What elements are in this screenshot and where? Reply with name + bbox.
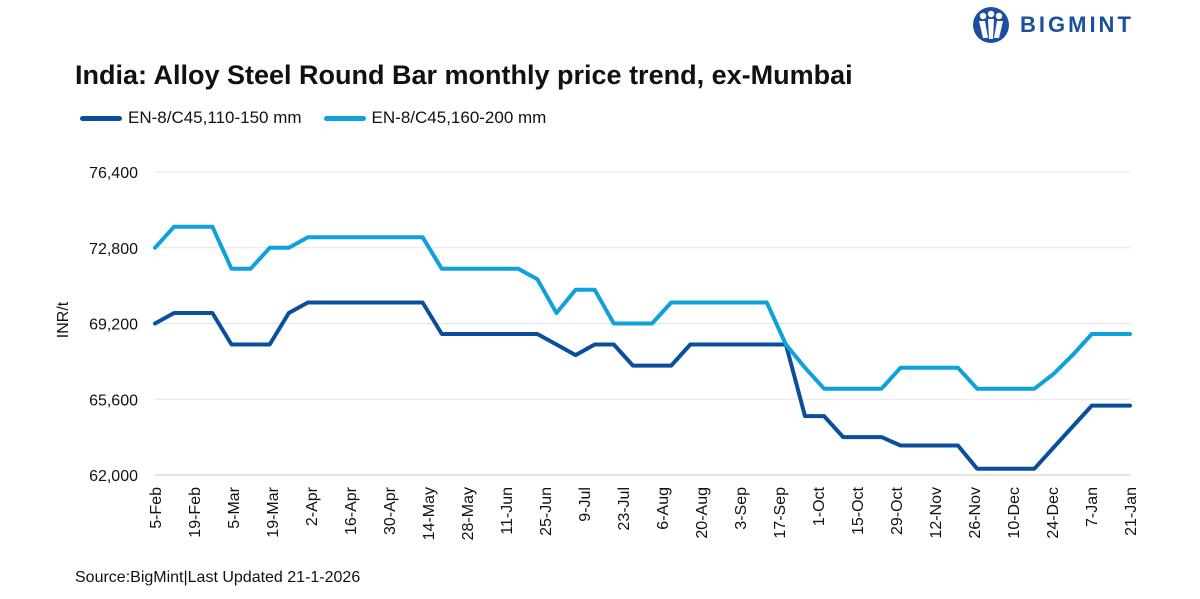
- source-note: Source:BigMint|Last Updated 21-1-2026: [75, 569, 361, 586]
- y-tick-label: 76,400: [89, 165, 138, 182]
- x-tick-label: 30-Apr: [382, 486, 399, 535]
- y-tick-labels: 62,000 65,600 69,200 72,800 76,400: [89, 165, 138, 485]
- x-tick-label: 2-Apr: [304, 486, 321, 526]
- series-line-2: [153, 224, 1132, 391]
- x-tick-label: 16-Apr: [343, 486, 360, 535]
- legend-label-series-2: EN-8/C45,160-200 mm: [371, 108, 547, 127]
- series-lines: [153, 224, 1132, 471]
- x-tick-label: 9-Jul: [577, 487, 594, 522]
- x-tick-labels: 5-Feb 19-Feb 5-Mar 19-Mar 2-Apr 16-Apr 30-Apr 1…: [148, 486, 1140, 540]
- legend-swatch-series-2: [323, 115, 366, 121]
- x-tick-label: 23-Jul: [616, 487, 633, 531]
- legend-label-series-1: EN-8/C45,110-150 mm: [128, 108, 302, 127]
- x-tick-label: 12-Nov: [928, 487, 945, 539]
- x-tick-label: 21-Jan: [1123, 487, 1140, 536]
- x-tick-label: 15-Oct: [850, 486, 867, 535]
- x-tick-label: 28-May: [460, 487, 477, 540]
- y-tick-label: 72,800: [89, 241, 138, 258]
- brand-name: BIGMINT: [1020, 12, 1134, 37]
- grid-lines: [155, 171, 1130, 476]
- legend-item-series-2: EN-8/C45,160-200 mm: [323, 108, 547, 128]
- legend-swatch-series-1: [80, 115, 122, 121]
- x-tick-label: 14-May: [421, 487, 438, 540]
- x-tick-label: 17-Sep: [772, 487, 789, 539]
- chart-legend: EN-8/C45,110-150 mm EN-8/C45,160-200 mm: [80, 108, 568, 128]
- series-line-1: [153, 300, 1132, 471]
- x-tick-label: 7-Jan: [1084, 487, 1101, 527]
- x-tick-label: 1-Oct: [811, 486, 828, 526]
- legend-item-series-1: EN-8/C45,110-150 mm: [80, 108, 302, 128]
- x-tick-label: 5-Mar: [226, 486, 243, 528]
- chart-title: India: Alloy Steel Round Bar monthly pri…: [75, 60, 853, 90]
- x-tick-label: 19-Feb: [187, 487, 204, 538]
- x-tick-label: 5-Feb: [148, 487, 165, 529]
- x-tick-label: 26-Nov: [967, 487, 984, 539]
- x-tick-label: 3-Sep: [733, 487, 750, 530]
- y-tick-label: 65,600: [89, 392, 138, 409]
- x-tick-label: 19-Mar: [265, 486, 282, 537]
- x-tick-label: 6-Aug: [655, 487, 672, 530]
- bigmint-logo-icon: [973, 7, 1009, 43]
- x-tick-label: 20-Aug: [694, 487, 711, 539]
- bigmint-logo: BIGMINT: [972, 6, 1134, 44]
- x-tick-label: 10-Dec: [1006, 487, 1023, 539]
- y-tick-label: 69,200: [89, 317, 138, 334]
- x-tick-label: 24-Dec: [1045, 487, 1062, 539]
- x-tick-label: 11-Jun: [499, 487, 516, 535]
- x-tick-label: 29-Oct: [889, 486, 906, 535]
- x-tick-label: 25-Jun: [538, 487, 555, 536]
- y-axis-label: INR/t: [55, 301, 72, 338]
- y-tick-label: 62,000: [89, 468, 138, 485]
